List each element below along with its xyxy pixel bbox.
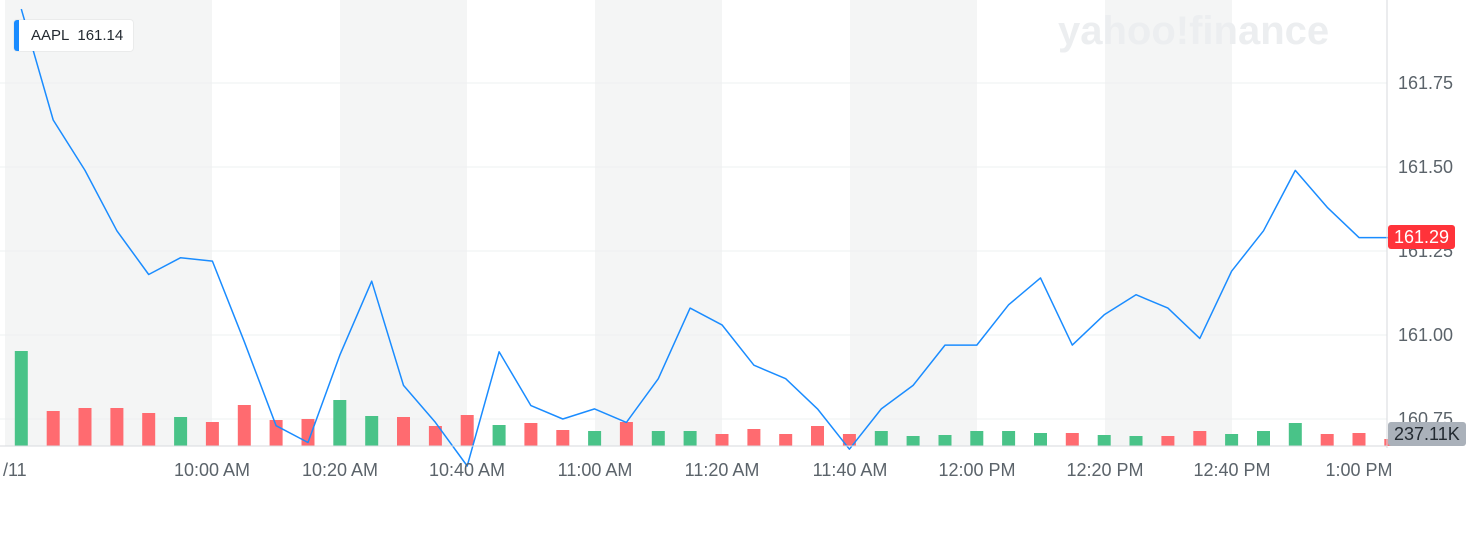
- x-tick-label: /11: [3, 460, 27, 480]
- volume-bar: [842, 434, 856, 446]
- volume-bars: [14, 351, 1398, 446]
- volume-bar: [301, 419, 315, 446]
- last-price-badge: 161.29: [1388, 225, 1456, 249]
- volume-bar: [1193, 431, 1207, 446]
- time-band: [5, 0, 212, 446]
- volume-bar: [78, 408, 92, 446]
- x-tick-label: 10:00 AM: [174, 460, 250, 480]
- y-tick-label: 161.00: [1398, 325, 1453, 345]
- volume-bar: [651, 431, 665, 446]
- volume-bar: [174, 417, 188, 446]
- y-tick-label: 161.50: [1398, 157, 1453, 177]
- volume-bar: [811, 426, 824, 446]
- volume-bar: [1257, 431, 1270, 446]
- time-band: [595, 0, 722, 446]
- volume-bar: [1002, 431, 1016, 446]
- volume-bar: [1225, 434, 1239, 446]
- volume-bar: [1288, 423, 1302, 446]
- volume-bar: [428, 426, 442, 446]
- x-tick-label: 12:40 PM: [1193, 460, 1270, 480]
- volume-bar: [397, 417, 410, 446]
- x-tick-label: 10:20 AM: [302, 460, 378, 480]
- volume-bar: [1161, 436, 1175, 446]
- volume-bar: [970, 431, 984, 446]
- last-volume-badge: 237.11K: [1388, 422, 1466, 446]
- time-band: [1105, 0, 1232, 446]
- volume-bar: [269, 420, 283, 446]
- volume-bar: [14, 351, 28, 446]
- volume-bar: [110, 408, 124, 446]
- time-band: [340, 0, 467, 446]
- time-bands: [5, 0, 1232, 446]
- x-tick-label: 11:00 AM: [558, 460, 633, 480]
- x-axis-ticks: /11 10:00 AM 10:20 AM 10:40 AM 11:00 AM 11:20…: [3, 460, 1393, 480]
- x-tick-label: 11:20 AM: [685, 460, 760, 480]
- yahoo-finance-watermark: yahoo!finance: [1058, 9, 1329, 53]
- volume-bar: [460, 415, 474, 446]
- volume-bar: [747, 429, 761, 446]
- x-tick-label: 12:00 PM: [938, 460, 1015, 480]
- volume-bar: [1034, 433, 1047, 446]
- volume-bar: [779, 434, 793, 446]
- volume-bar: [1129, 436, 1143, 446]
- volume-bar: [365, 416, 379, 446]
- legend-value: 161.14: [77, 27, 124, 44]
- gridlines: [0, 82, 1387, 420]
- x-tick-label: 12:20 PM: [1066, 460, 1143, 480]
- volume-bar: [715, 434, 729, 446]
- legend-symbol: AAPL: [31, 27, 70, 44]
- volume-bar: [524, 423, 538, 446]
- volume-bar: [142, 413, 156, 446]
- volume-bar: [1097, 435, 1111, 446]
- volume-bar: [588, 431, 602, 446]
- volume-bar: [874, 431, 888, 446]
- volume-bar: [556, 430, 570, 446]
- time-band: [850, 0, 977, 446]
- volume-bar: [333, 400, 347, 446]
- volume-bar: [1352, 433, 1366, 446]
- symbol-legend[interactable]: AAPL 161.14: [14, 20, 134, 51]
- y-tick-label: 161.75: [1398, 73, 1453, 93]
- volume-bar: [906, 436, 920, 446]
- volume-bar: [1065, 433, 1079, 446]
- volume-bar: [46, 411, 60, 446]
- price-line: [20, 8, 1392, 467]
- x-tick-label: 1:00 PM: [1325, 460, 1392, 480]
- x-tick-label: 11:40 AM: [813, 460, 888, 480]
- volume-bar: [938, 435, 952, 446]
- x-tick-label: 10:40 AM: [429, 460, 505, 480]
- volume-bar: [683, 431, 697, 446]
- volume-bar: [619, 422, 633, 446]
- volume-bar: [205, 422, 219, 446]
- volume-bar: [237, 405, 251, 446]
- volume-bar: [1320, 434, 1334, 446]
- series-color-swatch: [14, 20, 19, 51]
- volume-bar: [492, 425, 506, 446]
